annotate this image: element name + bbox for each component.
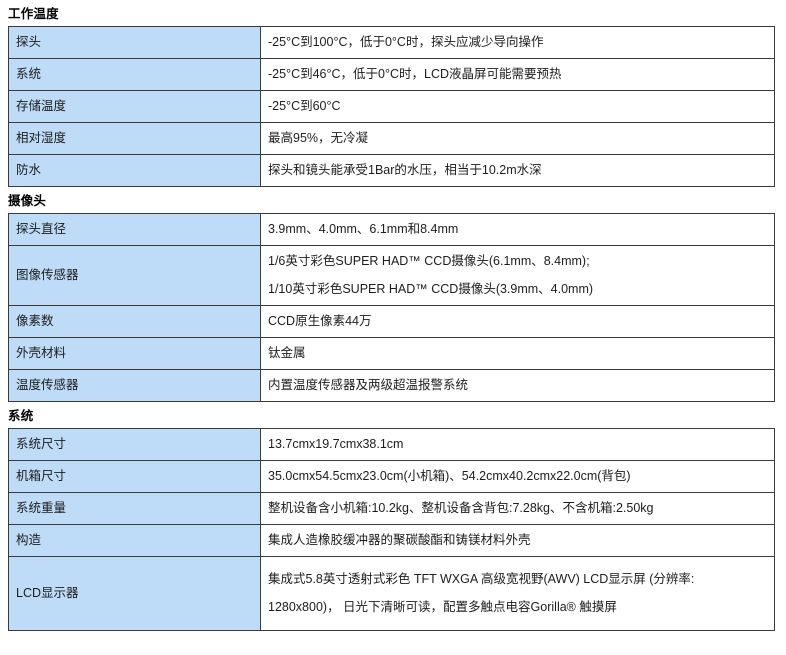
spec-value-cell: 集成式5.8英寸透射式彩色 TFT WXGA 高级宽视野(AWV) LCD显示屏… — [260, 556, 775, 631]
spec-value-line: -25°C到100°C，低于0°C时，探头应减少导向操作 — [268, 35, 544, 49]
spec-value-line: 最高95%，无冷凝 — [268, 131, 369, 145]
spec-label-cell: 探头直径 — [8, 213, 261, 246]
spec-section: 工作温度探头 -25°C到100°C，低于0°C时，探头应减少导向操作 系统 -25°… — [0, 0, 786, 187]
table-row: 机箱尺寸 35.0cmx54.5cmx23.0cm(小机箱)、54.2cmx40.… — [8, 460, 775, 493]
spec-label-cell: 像素数 — [8, 305, 261, 338]
spec-value-line: 1/10英寸彩色SUPER HAD™ CCD摄像头(3.9mm、4.0mm) — [268, 282, 594, 296]
table-row: 系统重量 整机设备含小机箱:10.2kg、整机设备含背包:7.28kg、不含机箱:… — [8, 492, 775, 525]
table-row: 像素数 CCD原生像素44万 — [8, 305, 775, 338]
table-row: 系统尺寸 13.7cmx19.7cmx38.1cm — [8, 428, 775, 461]
spec-value-line: CCD原生像素44万 — [268, 314, 372, 328]
spec-label-cell: 系统 — [8, 58, 261, 91]
spec-value-cell: 13.7cmx19.7cmx38.1cm — [260, 428, 775, 461]
spec-value-line: 内置温度传感器及两级超温报警系统 — [268, 378, 469, 392]
table-row: 探头直径 3.9mm、4.0mm、6.1mm和8.4mm — [8, 213, 775, 246]
spec-value-line: 3.9mm、4.0mm、6.1mm和8.4mm — [268, 222, 459, 236]
spec-value-cell: 探头和镜头能承受1Bar的水压，相当于10.2m水深 — [260, 154, 775, 187]
spec-value-line: 集成人造橡胶缓冲器的聚碳酸酯和铸镁材料外壳 — [268, 533, 531, 547]
spec-table: 探头直径 3.9mm、4.0mm、6.1mm和8.4mm 图像传感器 1/6英寸彩色S… — [8, 213, 775, 402]
spec-label-cell: 相对湿度 — [8, 122, 261, 155]
spec-value-cell: 1/6英寸彩色SUPER HAD™ CCD摄像头(6.1mm、8.4mm); 1/… — [260, 245, 775, 306]
table-row: 图像传感器 1/6英寸彩色SUPER HAD™ CCD摄像头(6.1mm、8.4m… — [8, 245, 775, 306]
spec-section: 摄像头 探头直径 3.9mm、4.0mm、6.1mm和8.4mm 图像传感器 1/6英寸… — [0, 187, 786, 402]
table-row: 存储温度 -25°C到60°C — [8, 90, 775, 123]
spec-value-cell: -25°C到100°C，低于0°C时，探头应减少导向操作 — [260, 26, 775, 59]
spec-value-line: 集成式5.8英寸透射式彩色 TFT WXGA 高级宽视野(AWV) LCD显示屏… — [268, 572, 695, 586]
spec-value-cell: 35.0cmx54.5cmx23.0cm(小机箱)、54.2cmx40.2cmx… — [260, 460, 775, 493]
spec-sheet: 工作温度 探头 -25°C到100°C，低于0°C时，探头应减少导向操作 系统 -25°… — [0, 0, 786, 631]
spec-value-line: 1280x800)， 日光下清晰可读，配置多触点电容Gorilla® 触摸屏 — [268, 600, 617, 614]
spec-value-cell: CCD原生像素44万 — [260, 305, 775, 338]
spec-label-cell: 图像传感器 — [8, 245, 261, 306]
spec-value-cell: 整机设备含小机箱:10.2kg、整机设备含背包:7.28kg、不含机箱:2.50… — [260, 492, 775, 525]
spec-label-cell: 探头 — [8, 26, 261, 59]
table-row: 防水 探头和镜头能承受1Bar的水压，相当于10.2m水深 — [8, 154, 775, 187]
spec-label-cell: 存储温度 — [8, 90, 261, 123]
spec-table: 探头 -25°C到100°C，低于0°C时，探头应减少导向操作 系统 -25°C到46… — [8, 26, 775, 187]
table-row: 探头 -25°C到100°C，低于0°C时，探头应减少导向操作 — [8, 26, 775, 59]
spec-value-line: 整机设备含小机箱:10.2kg、整机设备含背包:7.28kg、不含机箱:2.50… — [268, 501, 654, 515]
spec-value-line: 钛金属 — [268, 346, 306, 360]
spec-value-cell: 钛金属 — [260, 337, 775, 370]
section-heading: 工作温度 — [8, 7, 59, 21]
spec-label-cell: 构造 — [8, 524, 261, 557]
table-row: 构造 集成人造橡胶缓冲器的聚碳酸酯和铸镁材料外壳 — [8, 524, 775, 557]
spec-value-line: -25°C到60°C — [268, 99, 341, 113]
table-row: LCD显示器 集成式5.8英寸透射式彩色 TFT WXGA 高级宽视野(AWV) … — [8, 556, 775, 631]
table-row: 温度传感器 内置温度传感器及两级超温报警系统 — [8, 369, 775, 402]
table-row: 外壳材料 钛金属 — [8, 337, 775, 370]
spec-value-cell: 最高95%，无冷凝 — [260, 122, 775, 155]
spec-section: 系统系统尺寸 13.7cmx19.7cmx38.1cm 机箱尺寸 35.0cmx54.… — [0, 402, 786, 631]
spec-label-cell: 机箱尺寸 — [8, 460, 261, 493]
sections-container: 工作温度 探头 -25°C到100°C，低于0°C时，探头应减少导向操作 系统 -25°… — [0, 0, 786, 631]
spec-label-cell: 系统重量 — [8, 492, 261, 525]
section-heading: 系统 — [8, 409, 34, 423]
section-heading: 摄像头 — [8, 194, 47, 208]
spec-label-cell: LCD显示器 — [8, 556, 261, 631]
spec-table: 系统尺寸 13.7cmx19.7cmx38.1cm 机箱尺寸 35.0cmx54.5c… — [8, 428, 775, 631]
spec-label-cell: 系统尺寸 — [8, 428, 261, 461]
spec-value-line: 35.0cmx54.5cmx23.0cm(小机箱)、54.2cmx40.2cmx… — [268, 469, 631, 483]
spec-label-cell: 防水 — [8, 154, 261, 187]
spec-value-line: -25°C到46°C，低于0°C时，LCD液晶屏可能需要预热 — [268, 67, 562, 81]
spec-value-cell: 内置温度传感器及两级超温报警系统 — [260, 369, 775, 402]
spec-value-line: 探头和镜头能承受1Bar的水压，相当于10.2m水深 — [268, 163, 542, 177]
spec-label-cell: 温度传感器 — [8, 369, 261, 402]
spec-value-cell: -25°C到60°C — [260, 90, 775, 123]
spec-value-line: 13.7cmx19.7cmx38.1cm — [268, 437, 404, 451]
spec-value-cell: -25°C到46°C，低于0°C时，LCD液晶屏可能需要预热 — [260, 58, 775, 91]
table-row: 系统 -25°C到46°C，低于0°C时，LCD液晶屏可能需要预热 — [8, 58, 775, 91]
spec-value-cell: 集成人造橡胶缓冲器的聚碳酸酯和铸镁材料外壳 — [260, 524, 775, 557]
spec-label-cell: 外壳材料 — [8, 337, 261, 370]
spec-value-cell: 3.9mm、4.0mm、6.1mm和8.4mm — [260, 213, 775, 246]
spec-value-line: 1/6英寸彩色SUPER HAD™ CCD摄像头(6.1mm、8.4mm); — [268, 254, 590, 268]
table-row: 相对湿度 最高95%，无冷凝 — [8, 122, 775, 155]
